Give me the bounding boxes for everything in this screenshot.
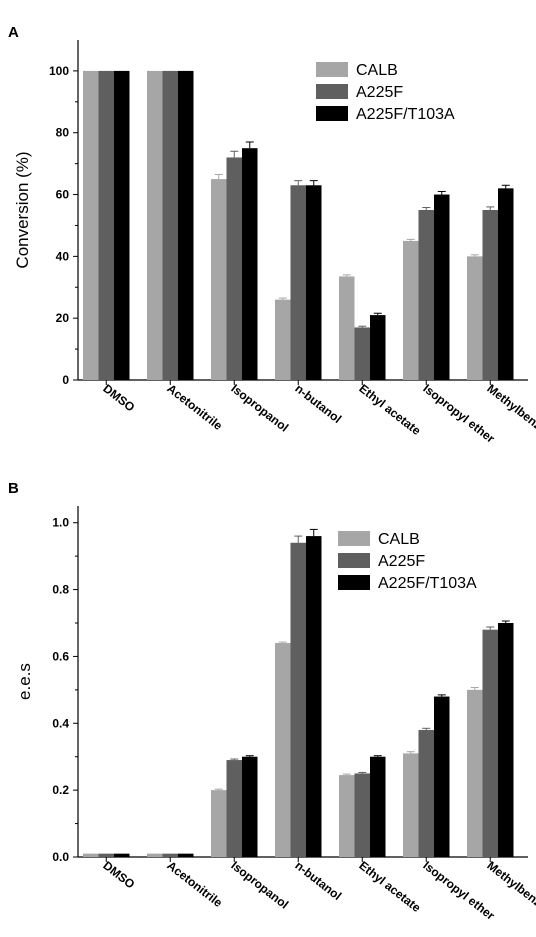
bar-calb (147, 70, 163, 380)
y-tick-label: 0 (62, 373, 69, 387)
bar-a225f (290, 185, 306, 380)
x-tick-label: n-butanol (292, 858, 344, 903)
x-tick-label: DMSO (100, 858, 137, 891)
panel-label: B (8, 480, 19, 497)
legend-swatch (338, 575, 370, 590)
x-tick-label: Isopropanol (228, 381, 291, 434)
bar-chart-b: B 0.0 0.2 0.4 0.6 0.8 1.0 e.e.s DMSO Acetonitrile… (8, 480, 536, 923)
bar-a225f-t103a (306, 536, 322, 857)
bar-calb (403, 753, 419, 857)
bar-a225f (482, 210, 498, 380)
y-tick-label: 0.4 (52, 716, 69, 730)
x-tick-label: Acetonitrile (164, 858, 225, 910)
legend-label: A225F/T103A (356, 106, 455, 123)
legend-swatch (316, 106, 348, 121)
bar-calb (275, 299, 291, 380)
bar-a225f (418, 210, 434, 380)
bar-a225f-t103a (114, 70, 130, 380)
bar-a225f-t103a (306, 185, 322, 380)
bar-calb (403, 240, 419, 380)
x-tick-label: Acetonitrile (164, 381, 225, 433)
bar-a225f-t103a (114, 853, 130, 857)
legend-swatch (316, 62, 348, 77)
panel-label: A (8, 24, 19, 41)
bar-a225f (354, 773, 370, 857)
bar-calb (211, 790, 227, 857)
bar-calb (275, 643, 291, 857)
y-tick-label: 0.8 (52, 583, 69, 597)
bar-a225f-t103a (178, 70, 194, 380)
bar-a225f (162, 70, 178, 380)
bar-calb (83, 70, 99, 380)
bar-a225f (98, 853, 114, 857)
legend-label: CALB (356, 62, 398, 79)
bar-a225f-t103a (242, 756, 258, 857)
bar-calb (83, 853, 99, 857)
bar-a225f (290, 542, 306, 857)
bar-a225f-t103a (498, 188, 514, 380)
bar-a225f (226, 760, 242, 857)
bar-a225f-t103a (370, 315, 386, 380)
bar-a225f (98, 70, 114, 380)
y-axis-label: Conversion (%) (13, 151, 32, 268)
bar-calb (339, 775, 355, 857)
x-tick-label: Ethyl acetate (356, 858, 423, 915)
y-tick-label: 80 (56, 126, 70, 140)
legend-label: A225F (378, 553, 425, 570)
legend-label: CALB (378, 531, 420, 548)
bar-a225f-t103a (178, 853, 194, 857)
y-tick-label: 1.0 (52, 516, 69, 530)
bar-a225f-t103a (434, 696, 450, 857)
legend-label: A225F/T103A (378, 575, 477, 592)
y-tick-label: 20 (56, 311, 70, 325)
y-tick-label: 40 (56, 249, 70, 263)
y-tick-label: 0.2 (52, 783, 69, 797)
y-tick-label: 60 (56, 188, 70, 202)
y-tick-label: 100 (49, 64, 69, 78)
bar-a225f (226, 157, 242, 380)
legend-swatch (338, 531, 370, 546)
legend-swatch (338, 553, 370, 568)
bar-calb (211, 179, 227, 380)
bar-a225f (162, 853, 178, 857)
chart-panel-b: B 0.0 0.2 0.4 0.6 0.8 1.0 e.e.s DMSO Acetonitrile… (0, 468, 536, 937)
bar-a225f (482, 629, 498, 857)
x-tick-label: n-butanol (292, 381, 344, 426)
x-tick-label: Isopropanol (228, 858, 291, 911)
y-tick-label: 0.6 (52, 649, 69, 663)
bar-a225f-t103a (498, 623, 514, 857)
bar-a225f-t103a (370, 756, 386, 857)
bar-a225f-t103a (242, 148, 258, 380)
chart-panel-a: A 0 20 40 60 80 100 Conversion (%) DMSO Acetonitr… (0, 0, 536, 468)
x-tick-label: Ethyl acetate (356, 381, 423, 438)
bar-a225f (354, 327, 370, 380)
bar-chart-a: A 0 20 40 60 80 100 Conversion (%) DMSO Acetonitr… (8, 24, 536, 446)
legend-label: A225F (356, 84, 403, 101)
y-tick-label: 0.0 (52, 850, 69, 864)
x-tick-label: DMSO (100, 381, 137, 414)
legend-swatch (316, 84, 348, 99)
bar-calb (467, 689, 483, 857)
bar-a225f-t103a (434, 194, 450, 380)
bar-a225f (418, 729, 434, 857)
bar-calb (147, 853, 163, 857)
y-axis-label: e.e.s (15, 663, 34, 700)
bar-calb (339, 276, 355, 380)
bar-calb (467, 256, 483, 380)
